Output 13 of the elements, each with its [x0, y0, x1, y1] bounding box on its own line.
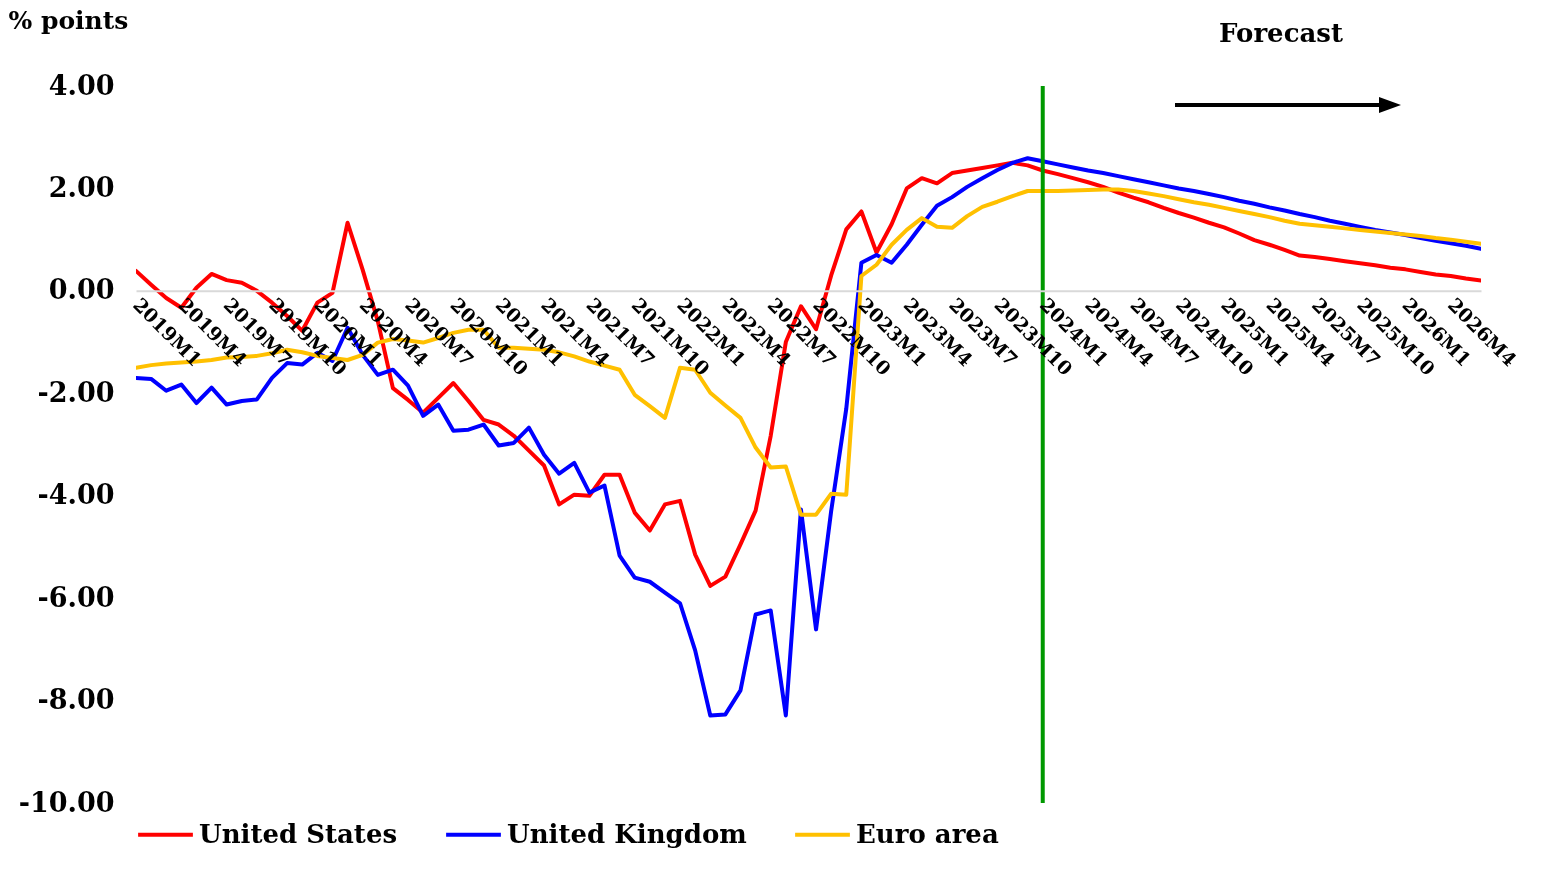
- y-tick-label: -10.00: [18, 786, 115, 818]
- y-tick-label: -8.00: [37, 684, 115, 716]
- y-axis-title: % points: [8, 5, 129, 35]
- legend-label: United States: [199, 818, 398, 849]
- y-tick-label: -4.00: [37, 479, 115, 511]
- y-tick-label: -6.00: [37, 581, 115, 613]
- y-tick-label: 2.00: [48, 171, 115, 203]
- legend-label: United Kingdom: [507, 818, 747, 849]
- text: Forecast: [1219, 18, 1343, 48]
- legend-label: Euro area: [856, 818, 999, 849]
- y-tick-label: 4.00: [48, 69, 115, 101]
- y-tick-label: 0.00: [48, 274, 115, 306]
- y-tick-label: -2.00: [37, 376, 115, 408]
